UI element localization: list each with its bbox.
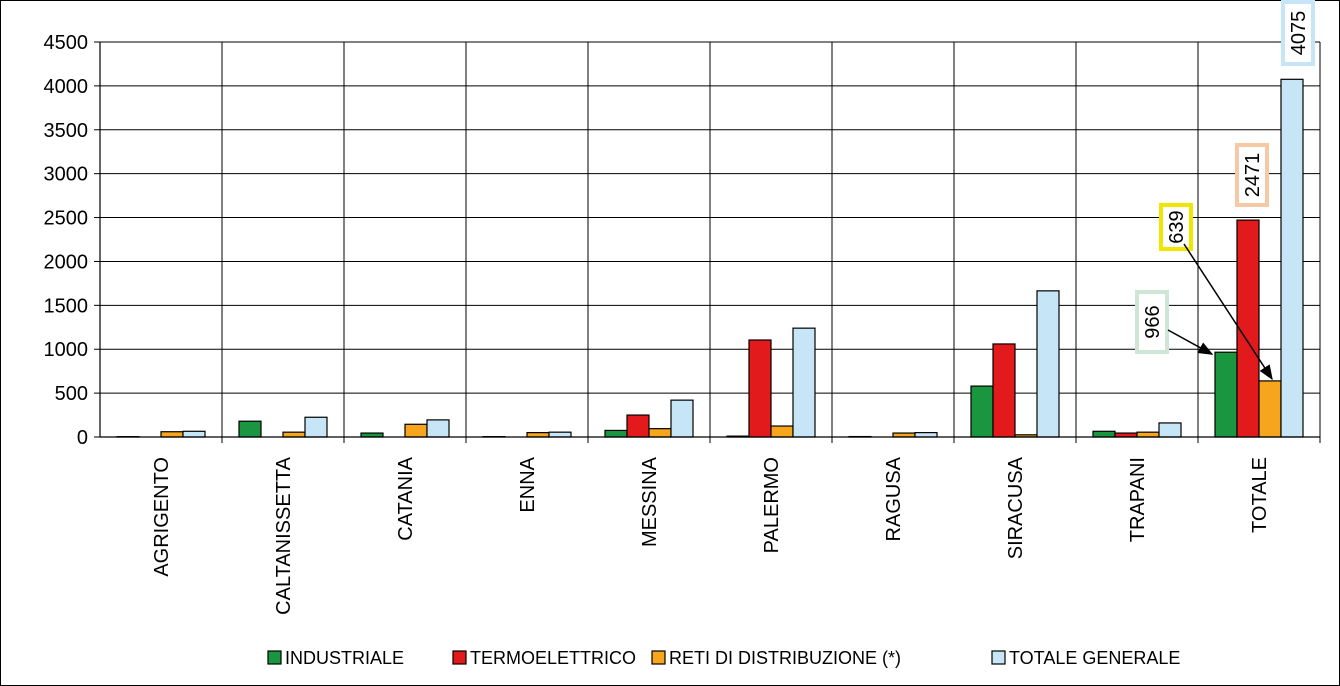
callout-arrow-639 (1183, 243, 1273, 381)
bar-trapani-3 (1158, 422, 1182, 438)
bar-enna-3 (548, 431, 572, 438)
callout-label-639: 639 (1166, 210, 1188, 243)
y-tick-label: 3500 (44, 120, 89, 142)
y-tick-label: 2500 (44, 208, 89, 230)
bar-siracusa-3 (1036, 290, 1060, 438)
bar-siracusa-1 (992, 343, 1016, 438)
bar-messina-2 (648, 428, 672, 438)
x-category-label: TRAPANI (1127, 457, 1149, 542)
bar-messina-1 (626, 414, 650, 438)
bar-palermo-2 (770, 425, 794, 438)
bar-totale-2 (1258, 380, 1282, 438)
bar-messina-0 (604, 429, 628, 438)
bar-enna-2 (526, 432, 550, 438)
bar-caltanissetta-0 (238, 420, 262, 438)
legend-label-0: INDUSTRIALE (285, 648, 404, 668)
bar-catania-3 (426, 419, 450, 438)
bar-totale-3 (1280, 78, 1304, 438)
y-tick-label: 1000 (44, 339, 89, 361)
callout-label-2471: 2471 (1242, 153, 1264, 198)
bar-palermo-3 (792, 327, 816, 438)
bars (116, 78, 1304, 438)
bar-messina-3 (670, 399, 694, 438)
x-category-label: CATANIA (395, 456, 417, 540)
y-tick-label: 2000 (44, 251, 89, 273)
bar-caltanissetta-2 (282, 431, 306, 438)
x-category-label: SIRACUSA (1005, 456, 1027, 559)
legend-swatch-2 (651, 650, 666, 665)
x-category-label: PALERMO (761, 457, 783, 553)
callout-box-966 (1135, 290, 1169, 354)
bar-palermo-1 (748, 339, 772, 438)
legend-label-1: TERMOELETTRICO (470, 648, 636, 668)
bar-totale-1 (1236, 219, 1260, 438)
legend-swatch-3 (991, 650, 1006, 665)
bar-agrigento-3 (182, 430, 206, 438)
bar-caltanissetta-3 (304, 416, 328, 438)
y-tick-label: 4500 (44, 32, 89, 54)
legend-swatch-0 (267, 650, 282, 665)
callout-label-966: 966 (1142, 305, 1164, 338)
axes: 0 500 1000 1500 2000 2500 3000 3500 4000 4500 AGRI… (44, 32, 1320, 615)
legend-label-3: TOTALE GENERALE (1009, 648, 1180, 668)
y-tick-label: 500 (55, 383, 88, 405)
bar-agrigento-2 (160, 431, 184, 438)
bar-catania-2 (404, 423, 428, 438)
x-category-label: ENNA (517, 456, 539, 512)
x-category-label: TOTALE (1249, 457, 1271, 533)
x-category-label: MESSINA (639, 456, 661, 547)
callout-box-2471 (1235, 143, 1269, 207)
y-tick-label: 3000 (44, 164, 89, 186)
y-tick-label: 0 (77, 427, 88, 449)
legend-swatch-1 (452, 650, 467, 665)
legend-label-2: RETI DI DISTRIBUZIONE (*) (669, 648, 901, 668)
callout-label-4075: 4075 (1288, 11, 1310, 56)
bar-ragusa-3 (914, 432, 938, 438)
callout-arrow-966 (1167, 329, 1214, 355)
legend: INDUSTRIALE TERMOELETTRICO RETI DI DISTRIB… (267, 648, 1180, 668)
callout-box-639 (1159, 203, 1193, 251)
x-category-label: RAGUSA (883, 456, 905, 541)
bar-totale-0 (1214, 351, 1238, 438)
bar-trapani-2 (1136, 431, 1160, 438)
bar-siracusa-0 (970, 385, 994, 438)
x-category-label: AGRIGENTO (151, 457, 173, 577)
annotations: 966 2471 639 4075 (1135, 0, 1315, 381)
y-tick-label: 1500 (44, 295, 89, 317)
callout-box-4075 (1281, 0, 1315, 66)
y-tick-label: 4000 (44, 76, 89, 98)
x-category-label: CALTANISSETTA (273, 456, 295, 614)
bar-trapani-0 (1092, 430, 1116, 438)
